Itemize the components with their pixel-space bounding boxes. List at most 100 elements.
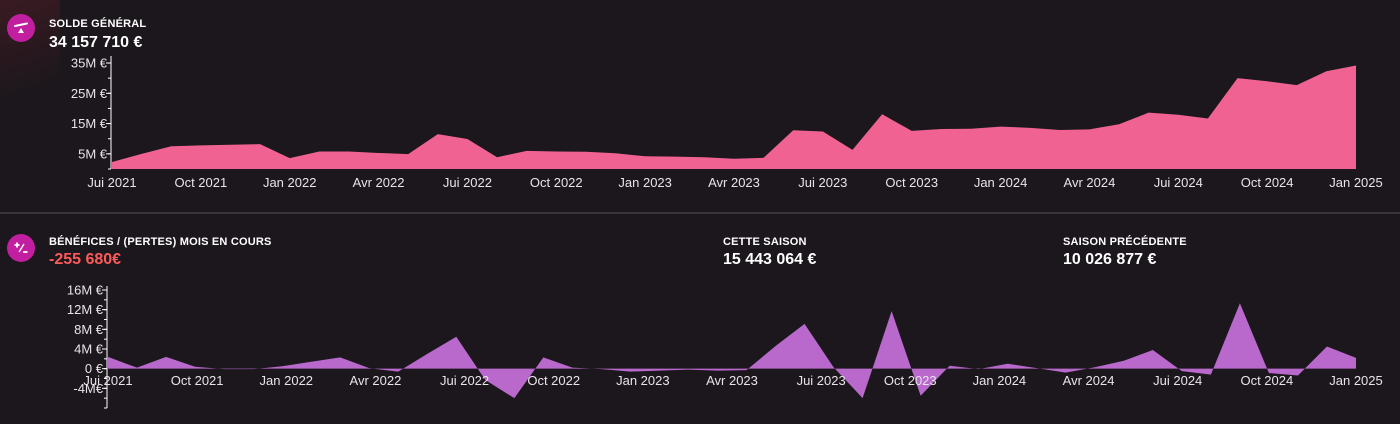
data-point [1239, 302, 1241, 304]
data-point [716, 369, 718, 371]
data-point [703, 156, 705, 158]
data-point [687, 368, 689, 370]
y-tick-label: 16M € [67, 283, 104, 298]
x-tick-label: Avr 2024 [1064, 175, 1116, 190]
data-point [658, 369, 660, 371]
data-point [140, 153, 142, 155]
balance-scale-icon [14, 22, 28, 33]
x-tick-label: Oct 2021 [171, 373, 224, 388]
data-point [1181, 370, 1183, 372]
data-point [259, 143, 261, 145]
x-tick-label: Jan 2024 [973, 373, 1027, 388]
balance-title: SOLDE GÉNÉRAL [49, 18, 147, 30]
data-point [792, 129, 794, 131]
y-tick-label: 0 € [85, 361, 104, 376]
balance-value: 34 157 710 € [49, 34, 143, 51]
data-point [368, 367, 370, 369]
data-point [289, 157, 291, 159]
data-point [1036, 367, 1038, 369]
x-tick-label: Jui 2023 [797, 373, 846, 388]
data-point [644, 155, 646, 157]
x-tick-label: Avr 2024 [1063, 373, 1115, 388]
x-tick-label: Oct 2021 [174, 175, 227, 190]
balance-chart: 35M € 25M € 15M € 5M € Jui 2021 Oct 2021 Jan 2… [71, 56, 1383, 190]
data-point [1355, 64, 1357, 66]
balance-badge [7, 14, 35, 42]
x-tick-label: Oct 2023 [885, 175, 938, 190]
data-point [999, 125, 1001, 127]
y-tick-label: -4M€ [73, 381, 103, 396]
data-point [585, 151, 587, 153]
profit-title: BÉNÉFICES / (PERTES) MOIS EN COURS [49, 236, 272, 248]
data-point [348, 150, 350, 152]
this-season-title: CETTE SAISON [723, 236, 807, 248]
data-point [1297, 374, 1299, 376]
data-point [1088, 128, 1090, 130]
data-point [774, 345, 776, 347]
data-point [1118, 123, 1120, 125]
x-tick-label: Jan 2023 [618, 175, 672, 190]
y-tick-label: 25M € [71, 86, 108, 101]
data-point [1177, 114, 1179, 116]
section-divider [0, 212, 1400, 214]
profit-badge [7, 234, 35, 262]
data-point [170, 145, 172, 147]
data-point [1147, 111, 1149, 113]
data-point [555, 150, 557, 152]
data-point [1207, 117, 1209, 119]
data-point [911, 130, 913, 132]
data-point [1210, 373, 1212, 375]
data-point [1266, 80, 1268, 82]
profit-value: -255 680€ [49, 251, 122, 268]
data-point [229, 144, 231, 146]
data-point [762, 157, 764, 159]
x-tick-label: Jan 2024 [974, 175, 1028, 190]
x-tick-label: Jan 2022 [260, 373, 314, 388]
profit-chart: 16M € 12M € 8M € 4M € 0 € -4M€Jui 2021 Oct 202… [67, 283, 1383, 409]
x-tick-label: Oct 2022 [530, 175, 583, 190]
y-tick-label: 5M € [78, 146, 108, 161]
area-series-1 [112, 65, 1356, 169]
data-point [803, 323, 805, 325]
data-point [674, 155, 676, 157]
data-point [861, 397, 863, 399]
data-point [733, 158, 735, 160]
x-tick-label: Jan 2025 [1329, 373, 1383, 388]
data-point [1094, 366, 1096, 368]
data-point [571, 366, 573, 368]
data-point [1007, 363, 1009, 365]
data-point [496, 156, 498, 158]
x-tick-label: Jui 2021 [83, 373, 132, 388]
profit-section: BÉNÉFICES / (PERTES) MOIS EN COURS -255 … [0, 214, 1400, 424]
data-point [1123, 360, 1125, 362]
data-point [310, 361, 312, 363]
data-point [165, 356, 167, 358]
x-tick-label: Jan 2023 [616, 373, 670, 388]
x-tick-label: Jui 2024 [1154, 175, 1203, 190]
data-point [832, 366, 834, 368]
x-tick-label: Oct 2024 [1241, 175, 1294, 190]
x-tick-label: Jan 2025 [1329, 175, 1383, 190]
data-point [377, 152, 379, 154]
data-point [281, 365, 283, 367]
data-point [1152, 349, 1154, 351]
data-point [600, 368, 602, 370]
x-tick-label: Oct 2022 [527, 373, 580, 388]
data-point [745, 369, 747, 371]
data-point [223, 368, 225, 370]
x-tick-label: Avr 2022 [350, 373, 402, 388]
data-point [525, 150, 527, 152]
data-point [1059, 129, 1061, 131]
y-tick-label: 8M € [74, 322, 104, 337]
data-point [466, 138, 468, 140]
data-point [252, 368, 254, 370]
data-point [1325, 70, 1327, 72]
x-tick-label: Avr 2023 [706, 373, 758, 388]
data-point [136, 366, 138, 368]
x-tick-label: Avr 2022 [353, 175, 405, 190]
data-point [318, 150, 320, 152]
data-point [881, 113, 883, 115]
data-point [822, 130, 824, 132]
x-tick-label: Jan 2022 [263, 175, 317, 190]
data-point [919, 395, 921, 397]
